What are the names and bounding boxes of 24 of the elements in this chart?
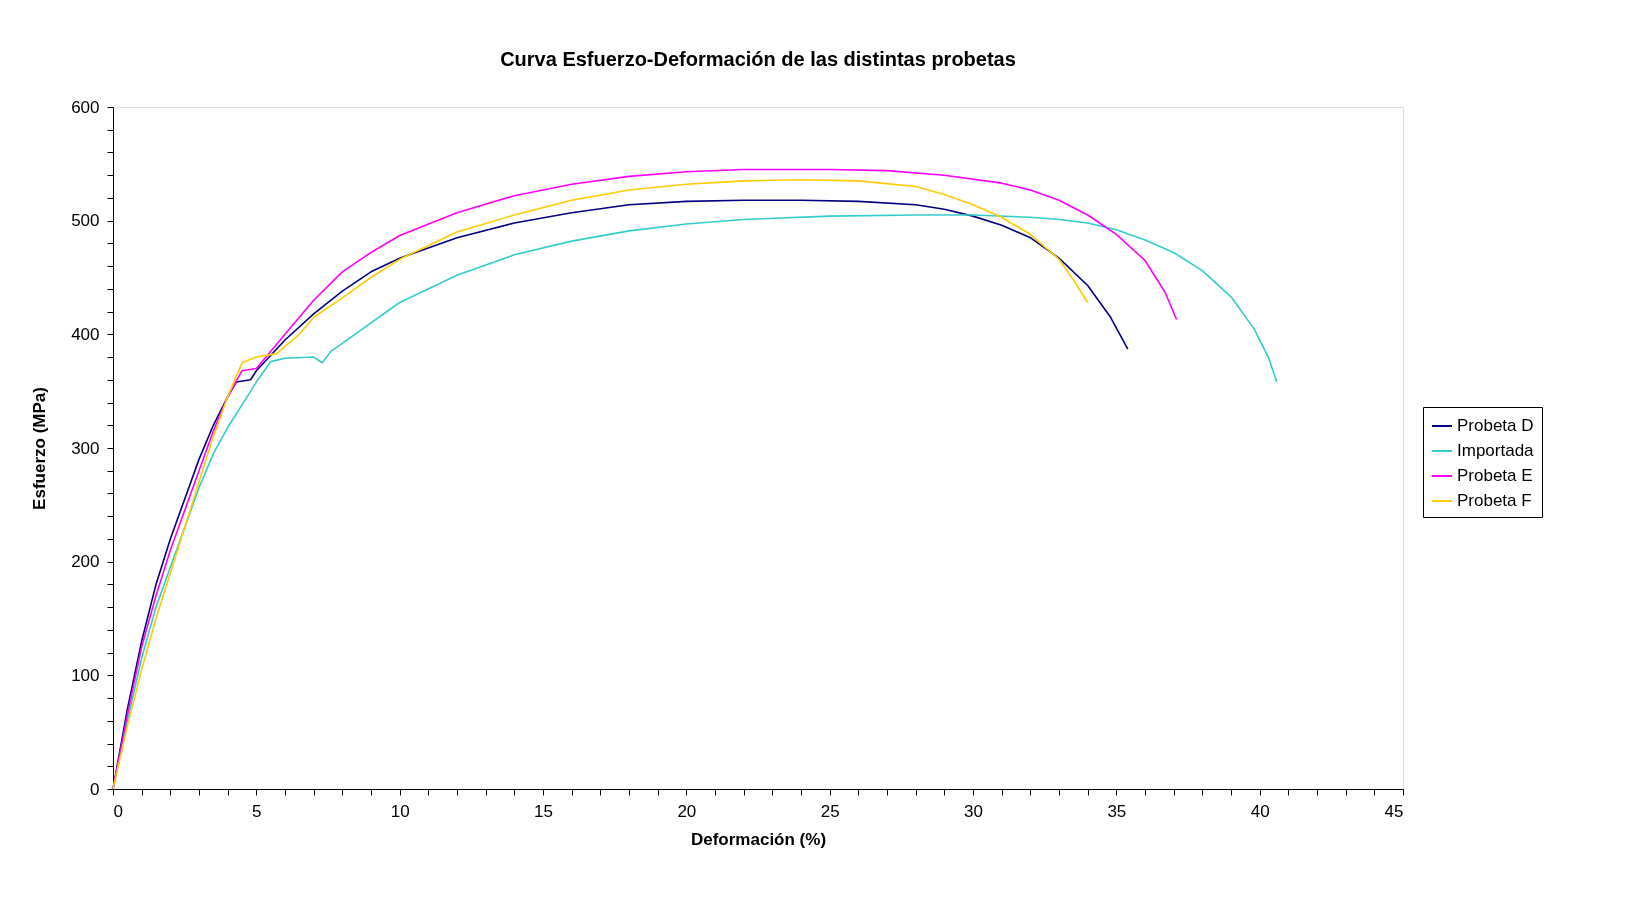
y-tick-label: 500 [71,211,100,231]
chart-title: Curva Esfuerzo-Deformación de las distintas probetas [500,48,1016,70]
y-tick-label: 600 [71,97,100,117]
y-tick-label: 300 [71,438,100,458]
legend-label: Probeta F [1457,491,1532,510]
x-tick-label: 25 [820,801,840,821]
x-tick-label: 15 [534,801,553,821]
legend-label: Probeta D [1457,416,1534,435]
x-tick-label: 10 [390,801,410,821]
y-tick-label: 400 [71,324,100,344]
x-tick-label: 5 [252,801,262,821]
x-tick-label: 40 [1250,801,1270,821]
x-tick-label: 45 [1384,801,1404,821]
y-tick-label: 200 [71,552,100,572]
x-tick-label: 20 [677,801,697,821]
x-tick-label: 35 [1107,801,1127,821]
x-tick-label: 30 [964,801,983,821]
x-axis-title: Deformación (%) [690,829,827,849]
y-axis-title: Esfuerzo (MPa) [30,387,50,510]
y-tick-label: 0 [90,779,100,799]
y-tick-label: 100 [71,665,100,685]
legend-label: Importada [1457,441,1535,460]
x-tick-label: 0 [113,801,123,821]
legend-label: Probeta E [1457,466,1533,485]
